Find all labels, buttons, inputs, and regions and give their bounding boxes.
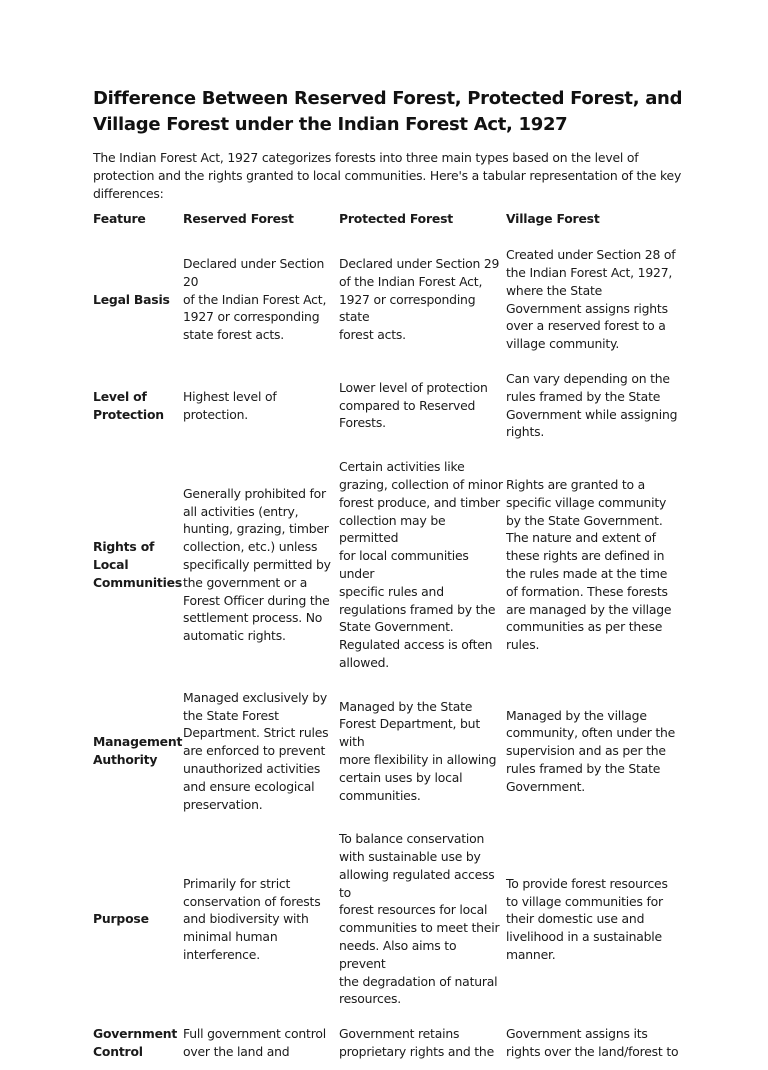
document-title: Difference Between Reserved Forest, Prot… xyxy=(93,88,683,135)
feature-cell: Purpose xyxy=(93,911,149,927)
feature-cell: Legal Basis xyxy=(93,291,170,307)
table-row: Rights of Local Communities Generally pro… xyxy=(93,450,683,681)
intro-paragraph: The Indian Forest Act, 1927 categorizes … xyxy=(93,150,682,201)
village-forest-cell: To provide forest resources to village c… xyxy=(506,875,668,962)
reserved-forest-cell: Highest level of protection. xyxy=(183,388,277,422)
village-forest-cell: Created under Section 28 of the Indian F… xyxy=(506,247,676,352)
village-forest-cell: Managed by the village community, often … xyxy=(506,707,676,794)
village-forest-cell: Government assigns its rights over the l… xyxy=(506,1026,679,1060)
table-row: Management Authority Managed exclusively … xyxy=(93,681,683,823)
comparison-table: Feature Reserved Forest Protected Forest… xyxy=(93,210,683,1069)
protected-forest-cell: To balance conservation with sustainable… xyxy=(339,831,500,1007)
table-row: Level of Protection Highest level of prot… xyxy=(93,362,683,450)
protected-forest-cell: Lower level of protection compared to Re… xyxy=(339,379,488,431)
feature-cell: Management Authority xyxy=(93,734,183,767)
protected-forest-cell: Certain activities like grazing, collect… xyxy=(339,459,503,670)
table-row: Purpose Primarily for strict conservation… xyxy=(93,822,683,1017)
table-row: Government Control Full government contro… xyxy=(93,1017,683,1070)
reserved-forest-cell: Full government control over the land an… xyxy=(183,1026,326,1060)
reserved-forest-cell: Primarily for strict conservation of for… xyxy=(183,875,321,962)
table-row: Legal Basis Declared under Section 20 of … xyxy=(93,238,683,362)
reserved-forest-cell: Managed exclusively by the State Forest … xyxy=(183,689,329,812)
feature-cell: Level of Protection xyxy=(93,388,164,422)
header-protected-forest: Protected Forest xyxy=(339,211,453,227)
reserved-forest-cell: Declared under Section 20 of the Indian … xyxy=(183,256,327,343)
protected-forest-cell: Managed by the State Forest Department, … xyxy=(339,698,497,803)
village-forest-cell: Can vary depending on the rules framed b… xyxy=(506,370,678,440)
header-feature: Feature xyxy=(93,211,146,227)
table-header-row: Feature Reserved Forest Protected Forest… xyxy=(93,210,683,238)
protected-forest-cell: Government retains proprietary rights an… xyxy=(339,1026,495,1060)
document-page: Difference Between Reserved Forest, Prot… xyxy=(93,86,683,1070)
header-village-forest: Village Forest xyxy=(506,211,600,227)
protected-forest-cell: Declared under Section 29 of the Indian … xyxy=(339,256,500,343)
village-forest-cell: Rights are granted to a specific village… xyxy=(506,476,672,653)
reserved-forest-cell: Generally prohibited for all activities … xyxy=(183,485,331,644)
feature-cell: Rights of Local Communities xyxy=(93,539,183,590)
feature-cell: Government Control xyxy=(93,1026,178,1060)
header-reserved-forest: Reserved Forest xyxy=(183,211,294,227)
